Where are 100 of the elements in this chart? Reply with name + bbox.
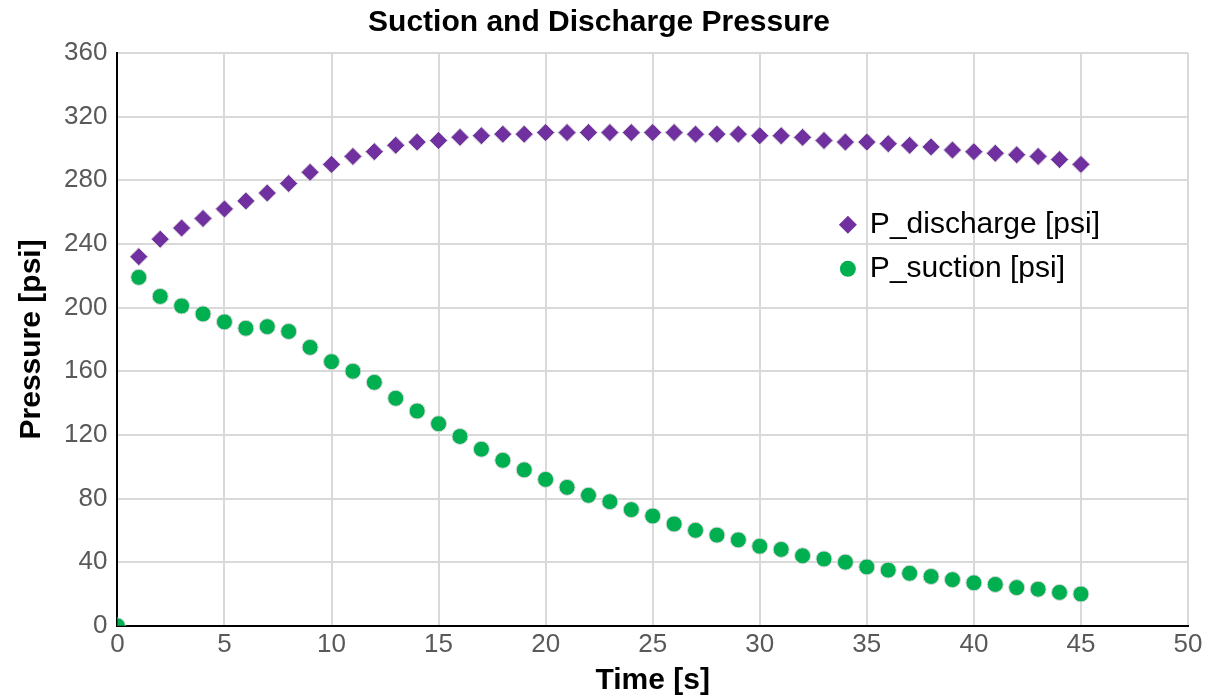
point <box>408 402 426 420</box>
point <box>751 537 769 555</box>
point <box>835 132 855 152</box>
point <box>665 515 683 533</box>
point <box>1051 583 1069 601</box>
point <box>494 451 512 469</box>
point <box>407 132 427 152</box>
point <box>344 362 362 380</box>
point <box>301 338 319 356</box>
chart-title: Suction and Discharge Pressure <box>368 4 830 38</box>
y-tick-label: 360 <box>63 36 108 67</box>
point <box>836 553 854 571</box>
x-tick-label: 30 <box>745 627 775 658</box>
point <box>130 268 148 286</box>
y-tick-label: 280 <box>63 163 108 194</box>
point <box>621 123 641 143</box>
x-tick-label: 5 <box>217 627 232 658</box>
point <box>771 126 791 146</box>
point <box>1071 154 1091 174</box>
x-tick-label: 20 <box>531 627 561 658</box>
point <box>451 427 469 445</box>
y-axis-title: Pressure [psi] <box>13 239 47 440</box>
point <box>515 461 533 479</box>
point <box>601 493 619 511</box>
point <box>708 526 726 544</box>
point <box>514 124 534 144</box>
point <box>964 142 984 162</box>
y-tick-label: 80 <box>78 481 108 512</box>
point <box>237 319 255 337</box>
point <box>257 183 277 203</box>
point <box>1050 150 1070 170</box>
point <box>557 123 577 143</box>
y-tick-label: 120 <box>63 418 108 449</box>
point <box>386 135 406 155</box>
point <box>707 124 727 144</box>
point <box>900 135 920 155</box>
point <box>493 124 513 144</box>
point <box>793 127 813 147</box>
y-tick-label: 200 <box>63 290 108 321</box>
point <box>622 501 640 519</box>
x-tick-label: 25 <box>638 627 668 658</box>
point <box>794 547 812 565</box>
point <box>579 486 597 504</box>
legend-label: P_discharge [psi] <box>869 206 1101 240</box>
point <box>537 470 555 488</box>
y-tick-label: 160 <box>63 354 108 385</box>
point <box>965 574 983 592</box>
point <box>985 143 1005 163</box>
point <box>1007 145 1027 165</box>
point <box>471 126 491 146</box>
point <box>879 561 897 579</box>
point <box>429 131 449 151</box>
point <box>858 558 876 576</box>
point <box>194 305 212 323</box>
point <box>643 123 663 143</box>
point <box>772 540 790 558</box>
point <box>279 173 299 193</box>
point <box>214 199 234 219</box>
point <box>430 415 448 433</box>
point <box>901 564 919 582</box>
point <box>323 353 340 371</box>
point <box>215 313 233 331</box>
x-tick-label: 45 <box>1066 627 1096 658</box>
point <box>1072 585 1090 603</box>
point <box>728 124 748 144</box>
point <box>150 229 170 249</box>
point <box>536 123 556 143</box>
point <box>387 389 405 407</box>
point <box>1029 580 1047 598</box>
point <box>664 123 684 143</box>
point <box>687 521 705 539</box>
point <box>922 567 940 585</box>
point <box>750 126 770 146</box>
point <box>644 507 662 525</box>
point <box>322 154 341 174</box>
x-tick-label: 50 <box>1173 627 1203 658</box>
point <box>450 127 470 147</box>
point <box>942 140 962 160</box>
point <box>343 146 363 166</box>
point <box>172 218 192 238</box>
legend-label: P_suction [psi] <box>869 250 1065 284</box>
point <box>815 550 833 568</box>
x-axis-title: Time [s] <box>595 662 710 696</box>
point <box>814 131 834 151</box>
point <box>258 318 276 336</box>
y-tick-label: 240 <box>63 227 108 258</box>
point <box>600 123 620 143</box>
point <box>193 208 213 228</box>
point <box>558 478 576 496</box>
y-tick-label: 0 <box>92 608 108 639</box>
point <box>151 287 169 305</box>
point <box>300 162 320 182</box>
x-tick-label: 35 <box>852 627 882 658</box>
point <box>236 191 256 211</box>
point <box>1008 579 1026 597</box>
point <box>280 322 298 340</box>
point <box>472 440 490 458</box>
x-tick-label: 10 <box>317 627 346 658</box>
point <box>129 247 149 267</box>
point <box>878 134 898 154</box>
